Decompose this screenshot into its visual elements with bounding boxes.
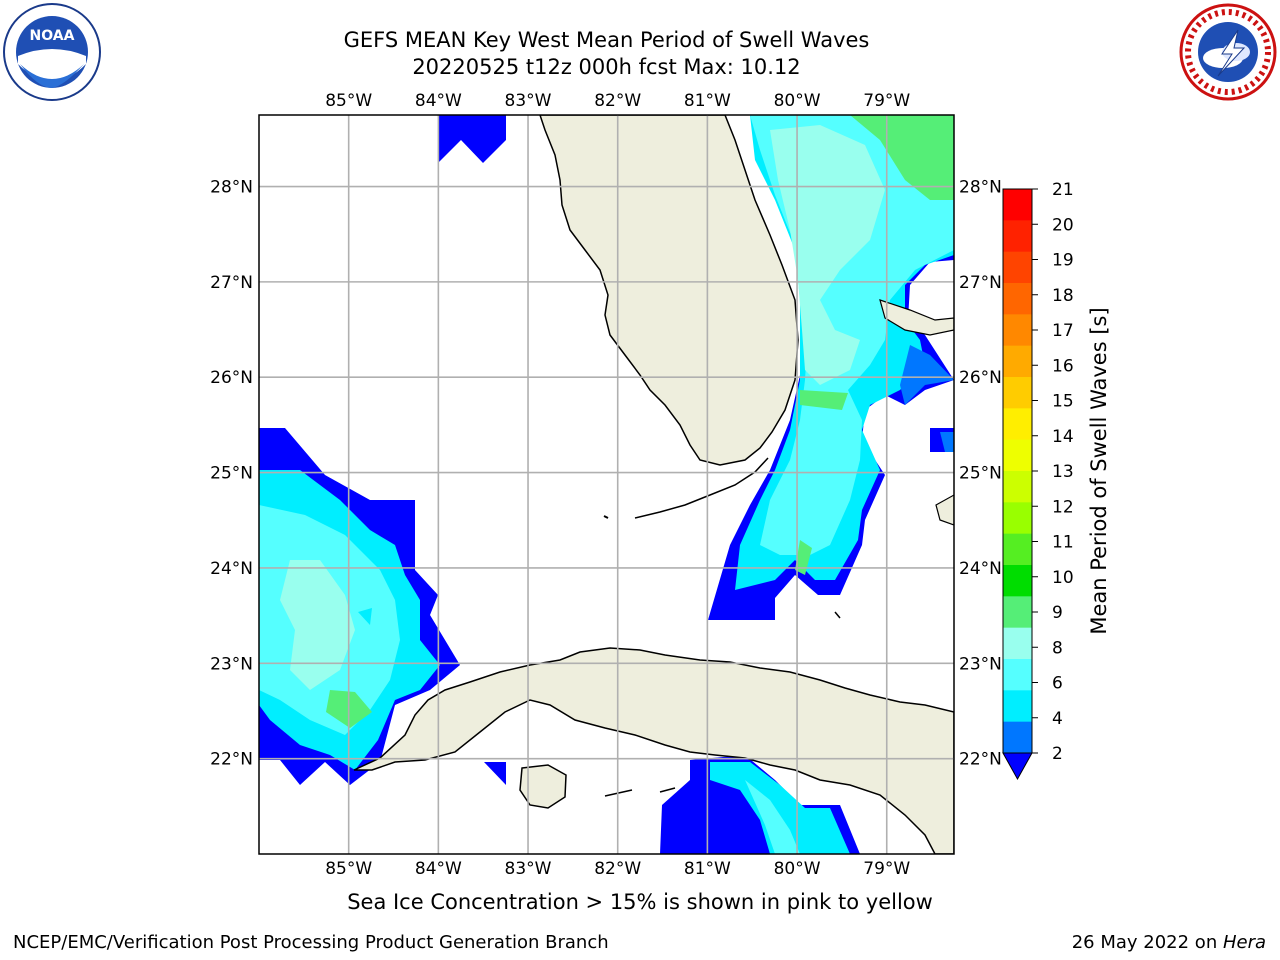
footer-date: 26 May 2022 on Hera <box>1072 932 1266 953</box>
lon-tick-label: 82°W <box>594 91 641 111</box>
lat-tick-label-right: 25°N <box>959 464 1002 484</box>
colorbar-tick-label: 17 <box>1052 321 1074 341</box>
colorbar-tick-label: 11 <box>1052 533 1074 553</box>
map-title: GEFS MEAN Key West Mean Period of Swell … <box>343 28 870 52</box>
lat-tick-label-left: 25°N <box>210 464 253 484</box>
colorbar-segment <box>1003 565 1032 597</box>
colorbar-segment <box>1003 721 1032 754</box>
colorbar-label: Mean Period of Swell Waves [s] <box>1087 307 1111 634</box>
colorbar-segment <box>1003 345 1032 378</box>
lon-tick-label: 83°W <box>505 91 552 111</box>
lat-ticks-left: 28°N 27°N 26°N 25°N 24°N 23°N 22°N <box>210 178 253 770</box>
lat-tick-label-right: 27°N <box>959 273 1002 293</box>
lon-ticks-bottom: 85°W 84°W 83°W 82°W 81°W 80°W 79°W <box>325 859 910 879</box>
lon-tick-label: 85°W <box>325 859 372 879</box>
colorbar-segment <box>1003 283 1032 315</box>
colorbar-tick-label: 15 <box>1052 392 1074 412</box>
colorbar: 21 20 19 18 17 16 15 14 13 12 11 10 9 8 6 4 2 <box>1002 180 1074 781</box>
lon-tick-label: 79°W <box>863 859 910 879</box>
lon-tick-label: 81°W <box>684 859 731 879</box>
lat-tick-label-left: 22°N <box>210 750 253 770</box>
swell-period-fill <box>259 115 954 854</box>
map-frame <box>258 114 955 855</box>
colorbar-tick-label: 6 <box>1052 674 1063 694</box>
lat-tick-label-left: 26°N <box>210 368 253 388</box>
colorbar-segment <box>1003 533 1032 566</box>
colorbar-segment <box>1003 690 1032 723</box>
colorbar-tick-label: 8 <box>1052 638 1063 658</box>
map-subtitle: 20220525 t12z 000h fcst Max: 10.12 <box>412 55 801 79</box>
colorbar-tick-label: 13 <box>1052 462 1074 482</box>
land-grand-bahama <box>879 299 954 336</box>
colorbar-segment <box>1003 314 1032 347</box>
lon-tick-label: 81°W <box>684 91 731 111</box>
colorbar-segment <box>1003 220 1032 253</box>
colorbar-segment <box>1003 439 1032 472</box>
noaa-logo: NOAA <box>3 3 101 101</box>
footer-host: Hera <box>1222 932 1266 953</box>
lon-tick-label: 84°W <box>415 91 462 111</box>
lat-tick-label-right: 28°N <box>959 178 1002 198</box>
lon-tick-label: 84°W <box>415 859 462 879</box>
lon-tick-label: 80°W <box>774 859 821 879</box>
colorbar-tick-label: 21 <box>1052 180 1074 200</box>
lon-tick-label: 79°W <box>863 91 910 111</box>
sea-ice-note: Sea Ice Concentration > 15% is shown in … <box>347 890 933 914</box>
colorbar-tick-label: 19 <box>1052 251 1074 271</box>
lat-tick-label-left: 27°N <box>210 273 253 293</box>
colorbar-tick-label: 14 <box>1052 427 1074 447</box>
colorbar-tick-label: 16 <box>1052 356 1074 376</box>
lat-tick-label-left: 23°N <box>210 654 253 674</box>
lat-tick-label-left: 28°N <box>210 178 253 198</box>
noaa-logo-text: NOAA <box>30 28 75 44</box>
land-andros <box>935 494 954 526</box>
lat-tick-label-right: 26°N <box>959 368 1002 388</box>
lat-tick-label-right: 23°N <box>959 654 1002 674</box>
lat-tick-label-right: 22°N <box>959 750 1002 770</box>
colorbar-segment <box>1003 408 1032 441</box>
land-isla-juventud <box>519 764 567 809</box>
lon-ticks-top: 85°W 84°W 83°W 82°W 81°W 80°W 79°W <box>325 91 910 111</box>
colorbar-tick-label: 10 <box>1052 568 1074 588</box>
lon-tick-label: 80°W <box>774 91 821 111</box>
colorbar-segment <box>1003 377 1032 409</box>
colorbar-tick-label: 12 <box>1052 497 1074 517</box>
lon-tick-label: 85°W <box>325 91 372 111</box>
lon-tick-label: 82°W <box>594 859 641 879</box>
nws-logo <box>1179 3 1277 101</box>
colorbar-segment <box>1003 596 1032 629</box>
lon-tick-label: 83°W <box>505 859 552 879</box>
lat-tick-label-right: 24°N <box>959 559 1002 579</box>
lat-ticks-right: 28°N 27°N 26°N 25°N 24°N 23°N 22°N <box>959 178 1002 770</box>
land-cuba <box>353 647 954 854</box>
colorbar-tick-label: 9 <box>1052 603 1063 623</box>
colorbar-tick-label: 18 <box>1052 286 1074 306</box>
colorbar-tick-label: 2 <box>1052 744 1063 764</box>
map-gridlines <box>259 115 954 854</box>
colorbar-tick-label: 4 <box>1052 709 1063 729</box>
colorbar-tick-label: 20 <box>1052 215 1074 235</box>
footer-date-text: 26 May 2022 on <box>1071 932 1223 953</box>
colorbar-segment <box>1003 189 1032 221</box>
colorbar-segment <box>1003 251 1032 284</box>
lat-tick-label-left: 24°N <box>210 559 253 579</box>
colorbar-segment <box>1003 659 1032 691</box>
colorbar-segment <box>1003 471 1032 503</box>
colorbar-under-arrow <box>1002 752 1033 781</box>
colorbar-segment <box>1003 627 1032 660</box>
footer-branch: NCEP/EMC/Verification Post Processing Pr… <box>13 932 609 953</box>
colorbar-segment <box>1003 502 1032 535</box>
